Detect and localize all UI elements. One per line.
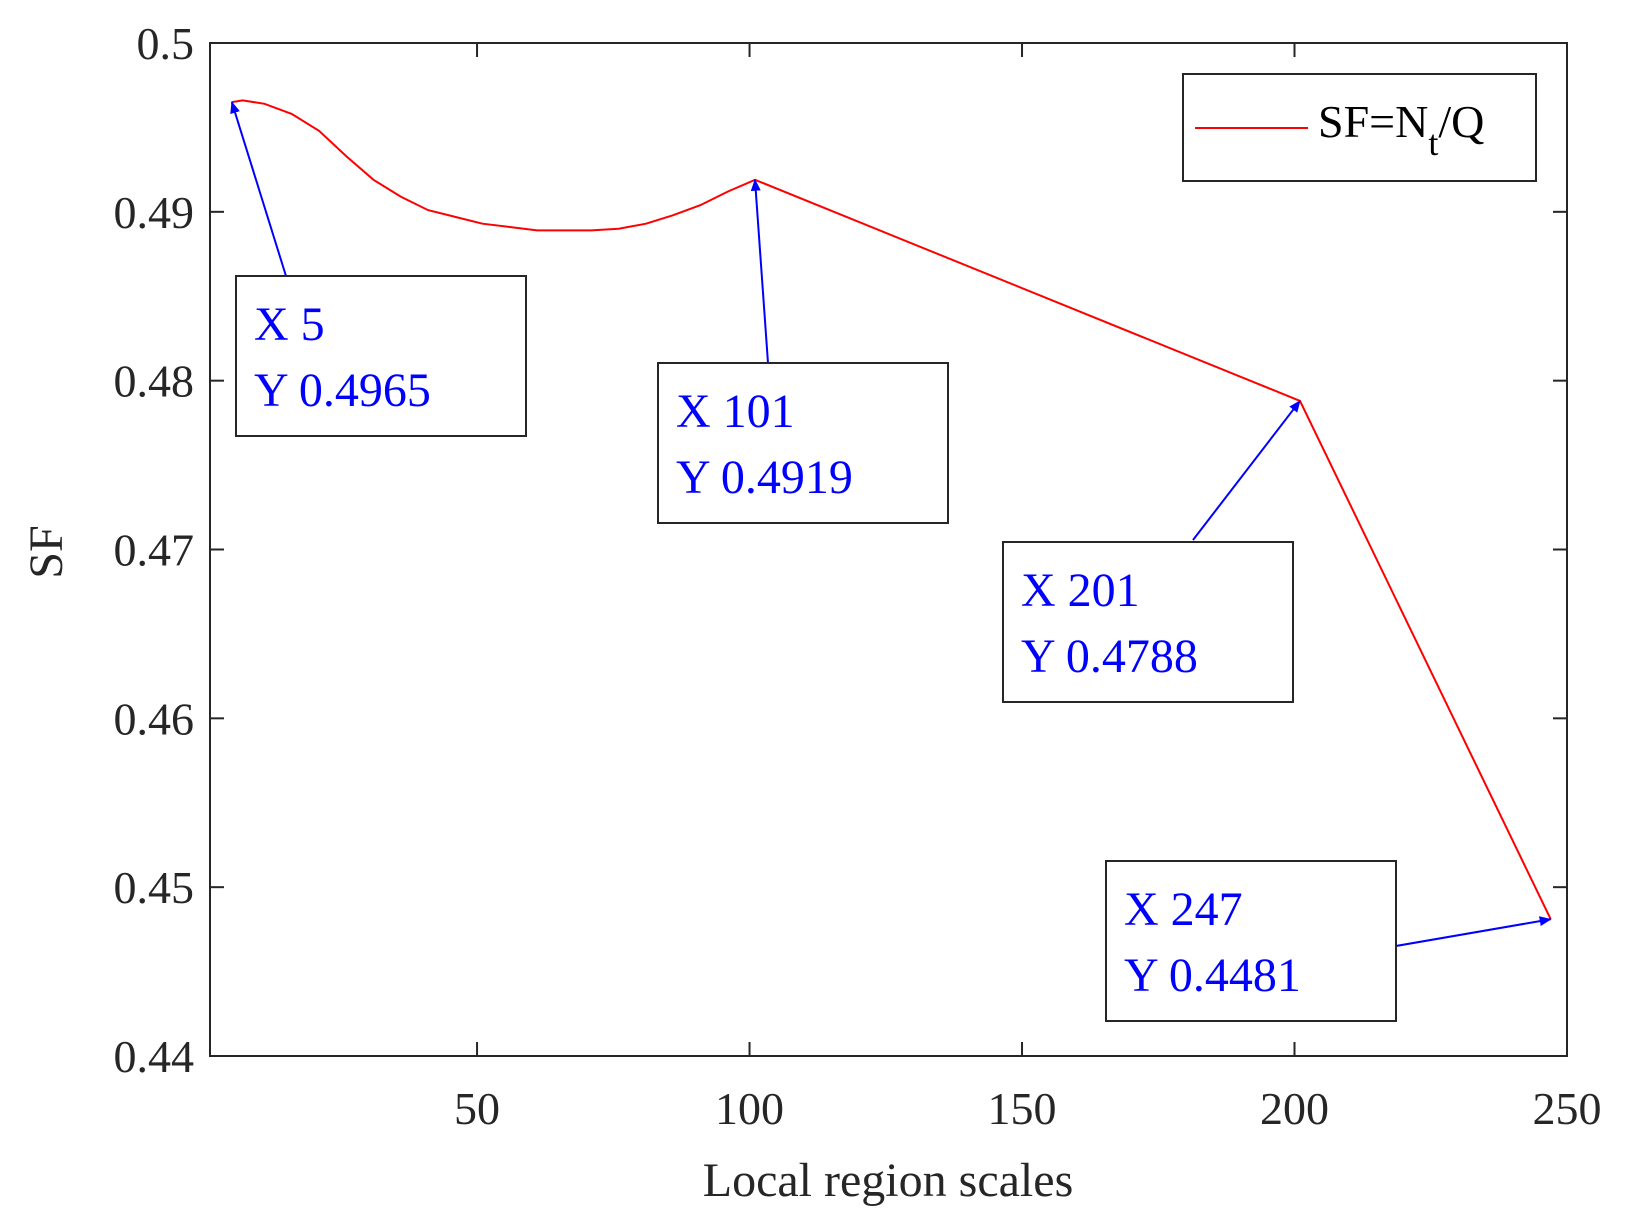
data-tip-box [657,362,949,524]
x-axis-title: Local region scales [703,1154,1074,1207]
y-tick-label: 0.49 [114,187,195,238]
x-axis: 50 100 150 200 250 [454,43,1602,1134]
data-tip-y-label: Y 0.4788 [1021,630,1198,683]
data-tip-box [235,275,527,437]
legend-label-suffix: /Q [1438,96,1484,147]
data-tip-box [1105,860,1397,1022]
data-tip-x-label: X 5 [254,298,325,351]
data-tip-arrow [1395,916,1552,947]
data-tip: X 247 Y 0.4481 [1105,860,1552,1022]
data-tip-x-label: X 247 [1124,883,1243,936]
legend-label-subscript: t [1428,123,1438,163]
data-tip-y-label: Y 0.4919 [676,451,853,504]
data-tip-arrow [1192,400,1301,541]
y-tick-label: 0.44 [114,1031,195,1082]
data-tip: X 201 Y 0.4788 [1002,400,1301,703]
legend-label-main: SF=N [1318,96,1428,147]
legend: SF=Nt/Q [1182,73,1537,182]
data-tip-box [1002,541,1294,703]
y-tick-label: 0.45 [114,862,195,913]
series-line [231,99,1552,920]
data-tip-x-label: X 201 [1021,564,1140,617]
y-tick-label: 0.48 [114,356,195,407]
data-tip-y-label: Y 0.4965 [254,364,431,417]
data-tip-arrow [750,178,769,364]
y-axis: 0.44 0.45 0.46 0.47 0.48 0.49 0.5 [114,18,1567,1082]
data-tip: X 101 Y 0.4919 [657,178,949,524]
y-axis-title: SF [20,525,73,578]
y-tick-label: 0.46 [114,693,195,744]
y-tick-label: 0.5 [137,18,195,69]
x-tick-label: 100 [715,1083,784,1134]
legend-entry: SF=Nt/Q [1318,96,1484,163]
x-tick-label: 50 [454,1083,500,1134]
series-layer [231,99,1552,920]
x-tick-label: 150 [988,1083,1057,1134]
y-tick-label: 0.47 [114,525,195,576]
data-tip-x-label: X 101 [676,385,795,438]
x-tick-label: 250 [1533,1083,1602,1134]
x-tick-label: 200 [1260,1083,1329,1134]
data-tip: X 5 Y 0.4965 [230,101,527,437]
data-tip-arrow [230,101,287,277]
data-tip-y-label: Y 0.4481 [1124,949,1301,1002]
